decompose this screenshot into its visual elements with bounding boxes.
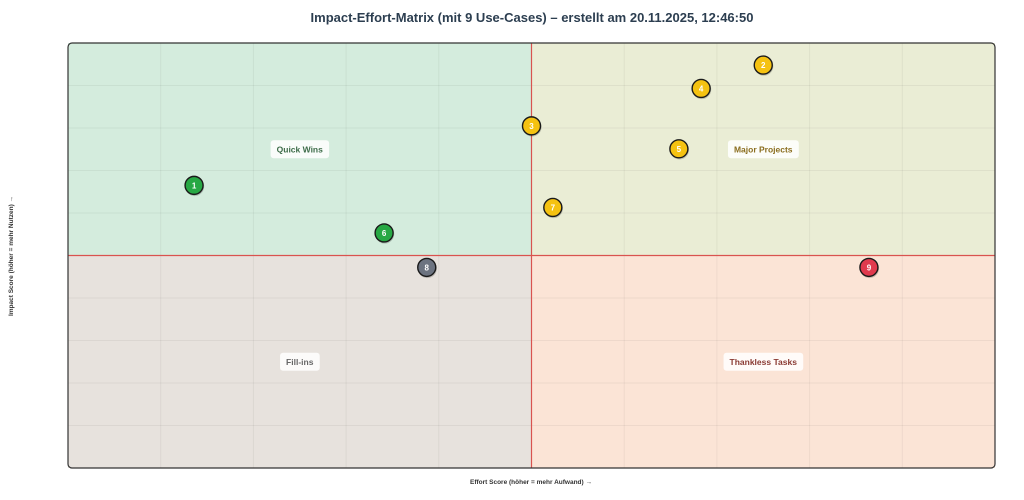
point-marker — [184, 175, 204, 196]
points: 1 2 3 4 5 6 7 8 9 — [184, 55, 880, 279]
plot-frame — [67, 42, 996, 469]
quadrant-label-box — [270, 140, 330, 159]
quadrants — [68, 43, 995, 468]
data-point-9[interactable]: 9 — [859, 257, 880, 279]
quadrant-label-box — [280, 352, 320, 371]
quadrant-label-box — [723, 352, 804, 371]
data-point-4[interactable]: 4 — [691, 78, 712, 100]
data-point-5[interactable]: 5 — [669, 139, 689, 160]
point-marker — [669, 139, 689, 159]
point-label: 8 — [425, 263, 430, 272]
point-label: 6 — [382, 229, 387, 238]
quadrant-label-text: Fill-ins — [286, 357, 314, 367]
point-label: 7 — [551, 203, 556, 212]
point-label: 1 — [192, 181, 197, 190]
quadrant-label-text: Thankless Tasks — [730, 357, 798, 367]
chart-title: Impact-Effort-Matrix (mit 9 Use-Cases) –… — [310, 10, 754, 25]
point-marker — [417, 257, 437, 278]
data-point-6[interactable]: 6 — [374, 223, 395, 244]
point-marker — [691, 78, 711, 99]
point-label: 5 — [677, 145, 682, 154]
quadrant-label-major-projects: Major Projects — [727, 140, 799, 159]
quadrant-label-fill-ins: Fill-ins — [280, 352, 320, 371]
quadrant-label-text: Quick Wins — [277, 144, 323, 154]
point-label: 3 — [529, 122, 534, 131]
quadrant-label-quick-wins: Quick Wins — [270, 140, 330, 159]
quadrant-labels: Quick Wins Major Projects Fill-ins Thankles… — [270, 140, 804, 371]
point-marker — [374, 223, 394, 243]
quadrant-label-text: Major Projects — [734, 144, 793, 154]
point-label: 2 — [761, 61, 766, 70]
quadrant-label-box — [727, 140, 799, 159]
data-point-7[interactable]: 7 — [543, 197, 563, 219]
point-marker — [753, 55, 773, 75]
y-axis-label: Impact Score (höher = mehr Nutzen) → — [8, 196, 15, 316]
point-marker — [859, 257, 879, 278]
quadrant-dividers — [68, 43, 995, 468]
x-axis-label: Effort Score (höher = mehr Aufwand) → — [470, 479, 592, 486]
data-point-8[interactable]: 8 — [417, 257, 437, 279]
point-label: 9 — [867, 263, 872, 272]
data-point-2[interactable]: 2 — [753, 55, 774, 76]
point-label: 4 — [699, 84, 704, 93]
point-marker — [543, 197, 563, 218]
data-point-1[interactable]: 1 — [184, 175, 205, 197]
data-point-3[interactable]: 3 — [521, 116, 542, 137]
point-marker — [521, 116, 542, 136]
quadrant-label-thankless-tasks: Thankless Tasks — [723, 352, 804, 371]
